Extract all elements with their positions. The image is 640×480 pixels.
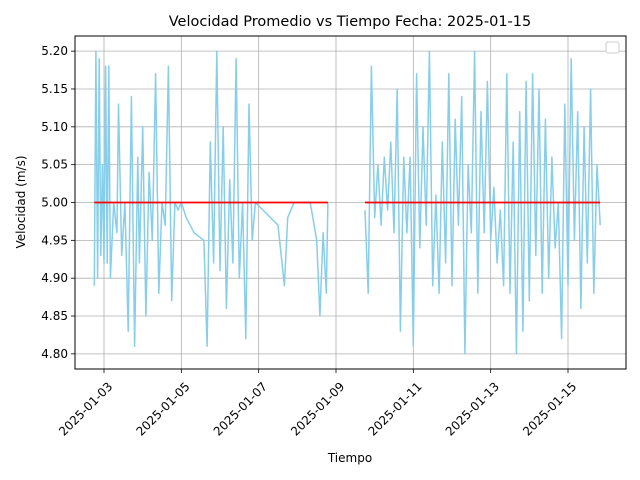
y-tick-label: 4.95 [41,233,68,247]
y-tick-label: 5.00 [41,196,68,210]
x-axis-label: Tiempo [327,451,372,465]
legend-box [605,41,620,54]
y-tick-label: 4.90 [41,271,68,285]
y-axis-label: Velocidad (m/s) [14,155,28,248]
grid [75,36,626,369]
y-tick-label: 5.10 [41,120,68,134]
chart-title: Velocidad Promedio vs Tiempo Fecha: 2025… [169,14,531,30]
series-line-1 [364,50,601,355]
y-tick-label: 5.05 [41,158,68,172]
y-tick-label: 4.80 [41,347,68,361]
y-axis: 4.80 4.85 4.90 4.95 5.00 5.05 5.10 5.15 5.20 [41,44,75,361]
y-tick-label: 5.20 [41,44,68,58]
y-tick-label: 5.15 [41,82,68,96]
y-tick-label: 4.85 [41,309,68,323]
series-layer [93,50,601,355]
